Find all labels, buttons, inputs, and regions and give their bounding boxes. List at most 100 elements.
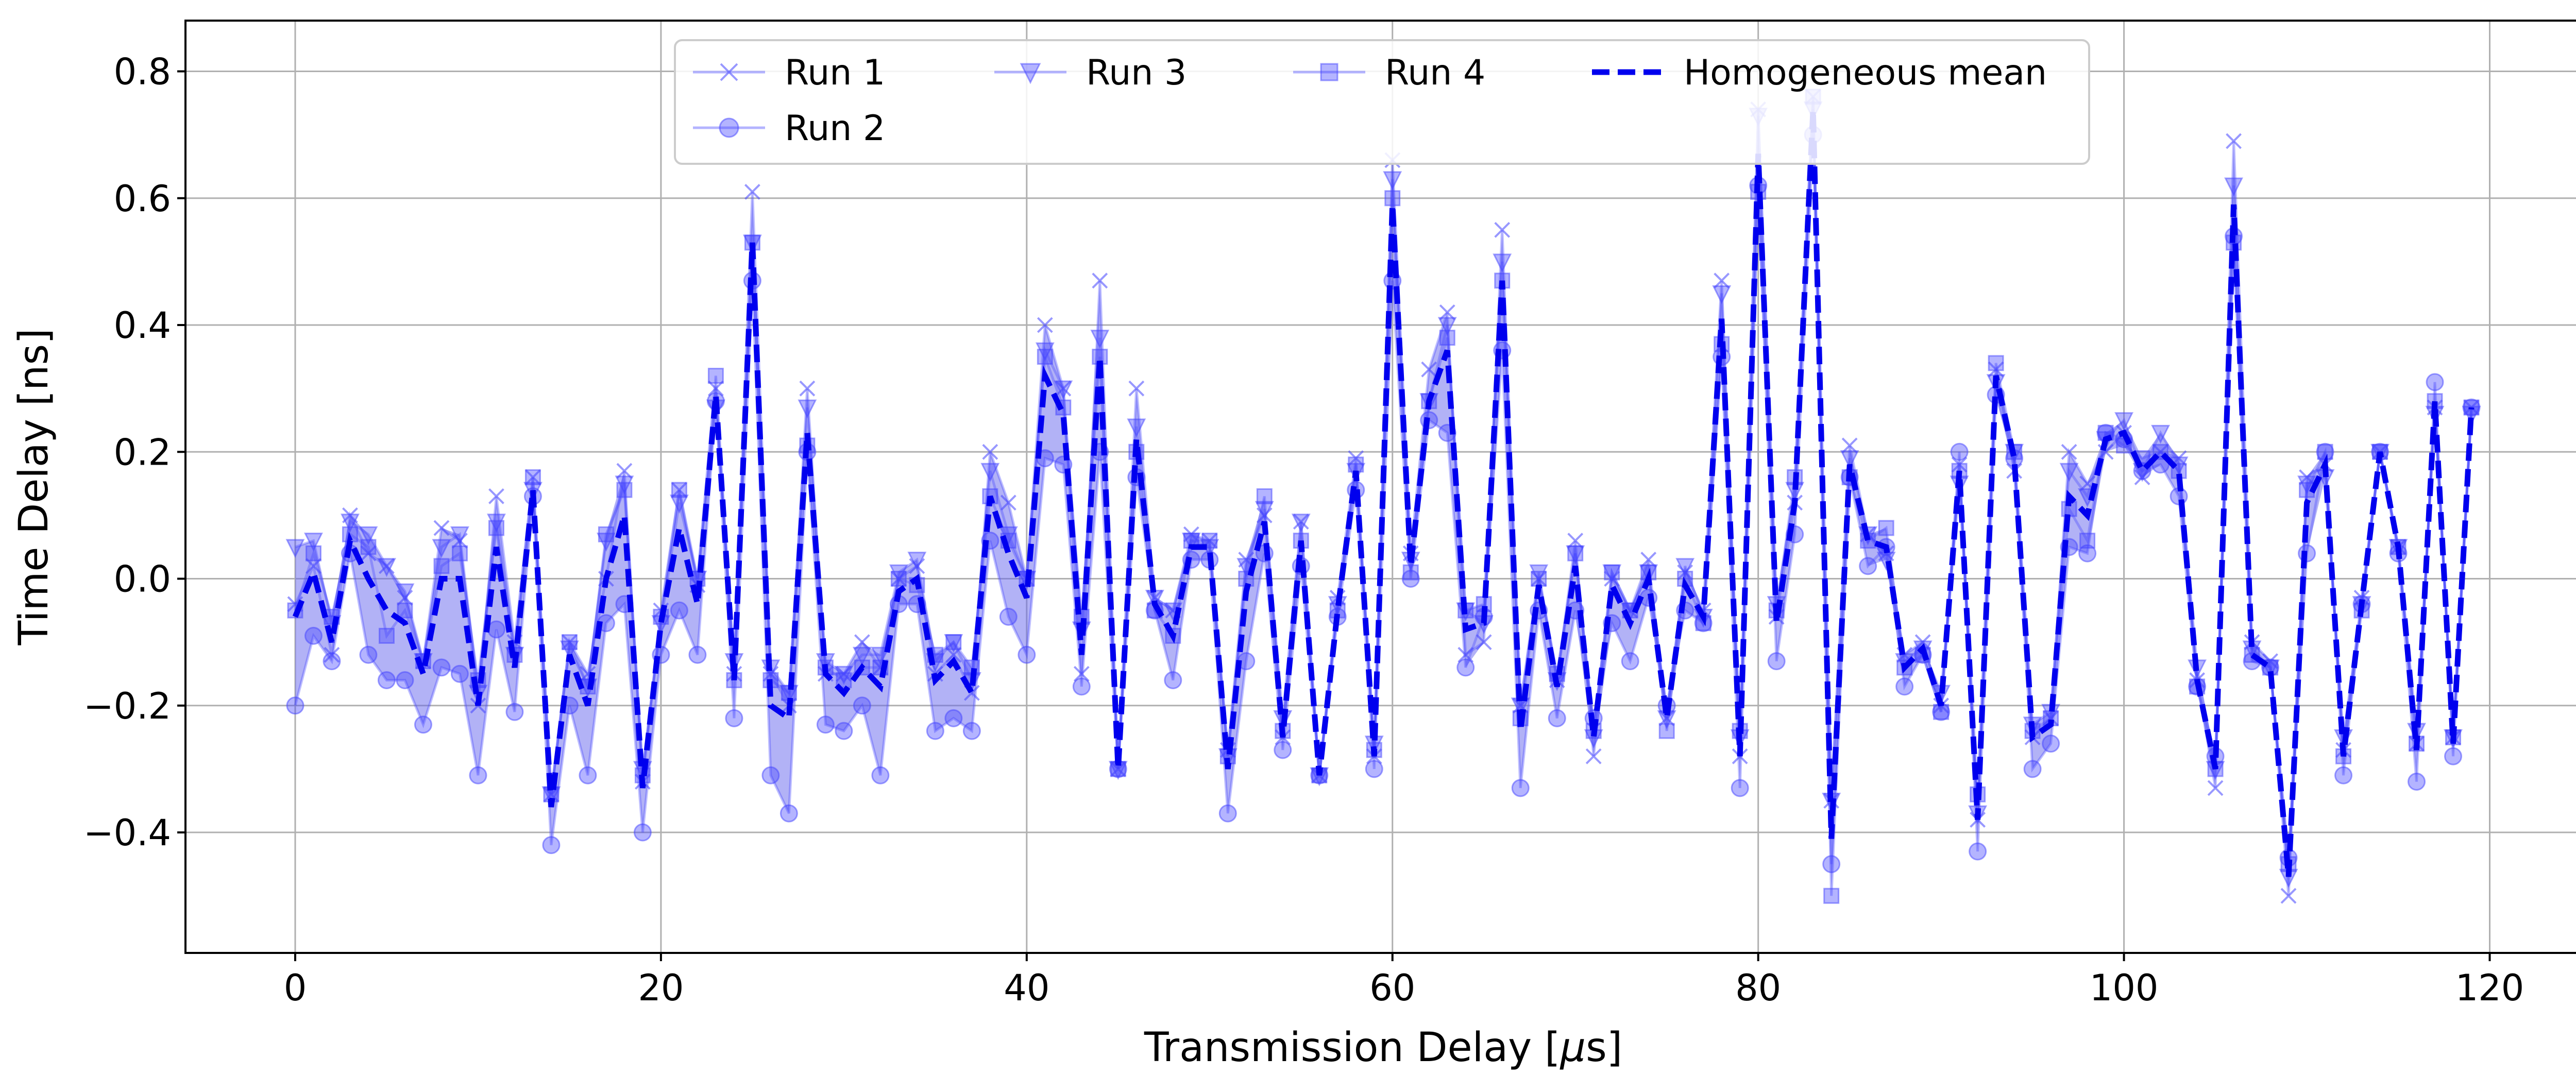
data-point — [944, 709, 963, 727]
legend-label: Run 4 — [1385, 53, 1485, 93]
data-point — [1291, 514, 1311, 533]
data-point — [633, 823, 652, 842]
legend: Run 1 Run 3 Run 4 Homogeneous mean Run 2 — [674, 39, 2090, 165]
data-point — [2114, 412, 2134, 432]
data-point — [671, 482, 687, 498]
data-point — [1293, 514, 1309, 530]
data-point — [1567, 545, 1584, 561]
data-point — [1255, 501, 1274, 520]
legend-marker — [1320, 63, 1338, 81]
data-point — [469, 766, 487, 784]
data-point — [323, 652, 341, 671]
data-point — [378, 627, 395, 644]
data-point — [909, 558, 925, 574]
data-point — [1988, 355, 2004, 371]
data-point — [799, 380, 816, 397]
data-point — [1037, 317, 1053, 333]
data-point — [360, 545, 377, 561]
data-point — [432, 539, 451, 558]
data-point — [2061, 443, 2077, 460]
data-point — [1712, 285, 1732, 304]
data-point — [2426, 373, 2444, 391]
data-point — [2116, 437, 2132, 454]
data-point — [1529, 564, 1549, 584]
data-point — [1493, 253, 1512, 273]
mean-line — [292, 109, 2475, 877]
legend-item-run-4: Run 4 — [1293, 53, 1485, 93]
data-point — [707, 368, 724, 384]
data-point — [377, 558, 396, 577]
data-point — [1218, 804, 1237, 823]
data-point — [761, 766, 780, 784]
series-group — [285, 89, 2481, 904]
x-axis-ticks: 0 20 40 60 80 100 120 — [284, 953, 2524, 1009]
data-point — [2023, 760, 2042, 778]
legend-marker — [719, 117, 739, 138]
data-point — [1110, 761, 1126, 777]
data-point — [488, 488, 504, 504]
legend-marker — [720, 63, 738, 81]
legend-label: Run 3 — [1086, 53, 1187, 93]
data-point — [1037, 349, 1053, 365]
y-tick-label: 0.8 — [114, 51, 171, 93]
data-point — [889, 564, 908, 584]
data-point — [304, 626, 323, 645]
data-point — [980, 463, 1000, 482]
data-point — [2078, 544, 2097, 562]
data-point — [487, 620, 505, 639]
plot-frame — [184, 20, 2576, 954]
data-point — [1823, 888, 1840, 904]
data-point — [1437, 317, 1457, 336]
data-point — [286, 696, 304, 715]
data-point — [1365, 760, 1383, 778]
data-point — [1675, 558, 1695, 577]
data-point — [2226, 133, 2242, 149]
data-point — [744, 184, 760, 200]
data-point — [890, 571, 907, 587]
data-point — [616, 482, 633, 498]
data-point — [1859, 557, 1877, 575]
data-point — [1054, 380, 1073, 400]
data-point — [2059, 463, 2079, 482]
data-point — [1494, 221, 1511, 238]
data-point — [487, 514, 506, 533]
data-point — [834, 666, 854, 685]
data-point — [670, 601, 688, 620]
data-point — [998, 526, 1018, 545]
data-point — [1000, 494, 1016, 511]
legend-item-run-1: Run 1 — [693, 53, 885, 93]
data-point — [1348, 456, 1364, 473]
data-point — [324, 646, 340, 663]
legend-label: Homogeneous mean — [1684, 53, 2047, 93]
data-point — [1073, 666, 1090, 682]
y-tick-label: 0.0 — [114, 558, 171, 601]
data-point — [762, 666, 779, 682]
data-point — [1548, 709, 1566, 727]
data-point — [1256, 488, 1273, 504]
x-axis-title-prefix: Transmission Delay [ — [1144, 1025, 1561, 1071]
data-point — [542, 836, 561, 855]
x-axis-title: Transmission Delay [μs] — [1144, 1025, 1622, 1071]
data-point — [2297, 475, 2316, 495]
data-point — [359, 526, 378, 545]
data-point — [1127, 418, 1146, 438]
data-point — [962, 722, 981, 740]
data-point — [2151, 455, 2170, 474]
data-point — [2042, 735, 2060, 753]
data-point — [1383, 171, 1402, 191]
data-point — [598, 526, 614, 542]
data-point — [2079, 533, 2096, 549]
data-point — [450, 526, 469, 545]
data-point — [433, 520, 450, 536]
data-point — [1531, 571, 1547, 587]
data-point — [2444, 747, 2463, 765]
data-point — [1969, 842, 1987, 861]
data-point — [669, 494, 689, 514]
data-point — [505, 703, 524, 721]
data-point — [1439, 330, 1455, 346]
data-point — [1840, 450, 1859, 469]
data-point — [1731, 779, 1749, 797]
y-tick-label: 0.4 — [114, 304, 171, 347]
data-point — [397, 602, 413, 619]
